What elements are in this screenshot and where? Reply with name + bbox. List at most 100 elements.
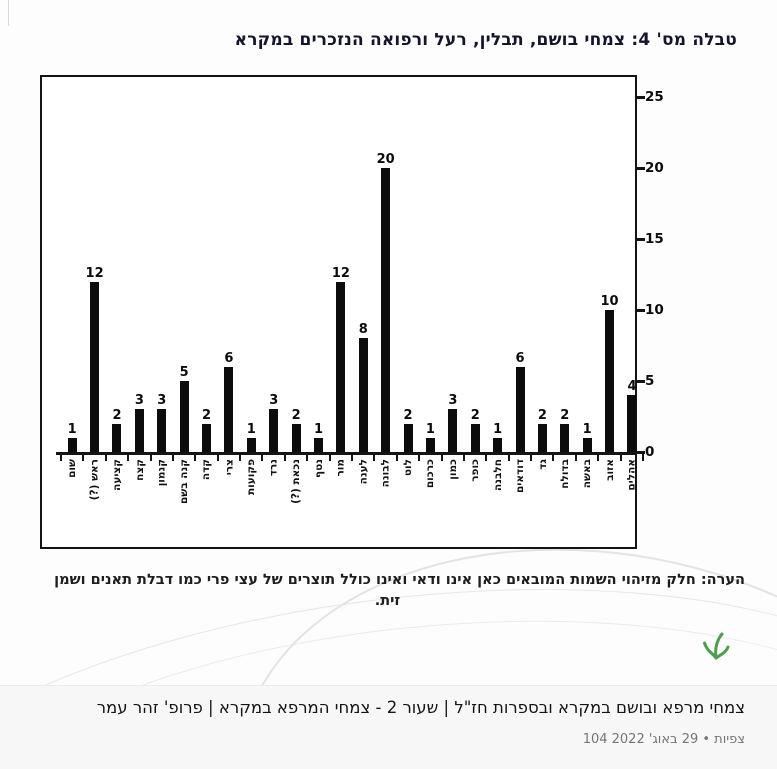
- bar: [157, 409, 167, 452]
- y-axis-tick-label: 15: [645, 231, 664, 247]
- x-axis-label-slot: חלבנה: [486, 457, 508, 547]
- bar-value-label: 2: [537, 408, 547, 423]
- x-axis-label: באשה: [581, 459, 594, 489]
- x-labels-row: שום ראש (?) קציעה קצח קנמון קנה בשם קדה צרי פקוע…: [61, 457, 643, 547]
- bar-slot: 2: [464, 409, 486, 452]
- bar-slot: 6: [509, 352, 531, 452]
- bar-slot: 3: [442, 394, 464, 452]
- chart-note-line2: זית.: [374, 593, 401, 609]
- x-axis-label: קנמון: [155, 459, 168, 487]
- x-axis-tick: [82, 454, 84, 461]
- bar-slot: 2: [285, 409, 307, 452]
- x-axis-label: לבונה: [379, 459, 392, 488]
- video-info-bar: צמחי מרפא ובושם במקרא ובספרות חז"ל | שעו…: [0, 685, 777, 769]
- bar: [515, 367, 525, 452]
- y-axis-tick: [637, 309, 645, 312]
- x-axis-tick: [396, 454, 398, 461]
- bar-value-label: 2: [202, 408, 212, 423]
- bar: [493, 438, 503, 452]
- bar-value-label: 2: [470, 408, 480, 423]
- video-views-date: 104 צפיות • 29 באוג' 2022: [582, 732, 745, 747]
- x-axis-tick: [441, 454, 443, 461]
- bar: [313, 438, 323, 452]
- x-axis-label-slot: ראש (?): [83, 457, 105, 547]
- x-axis-tick: [284, 454, 286, 461]
- x-axis-label-slot: קדה: [195, 457, 217, 547]
- x-axis-label-slot: לוט: [397, 457, 419, 547]
- x-axis-label-slot: קציעה: [106, 457, 128, 547]
- x-axis-label-slot: צרי: [218, 457, 240, 547]
- y-axis-tick-label: 0: [645, 444, 655, 460]
- bar-value-label: 2: [560, 408, 570, 423]
- bar-slot: 2: [195, 409, 217, 452]
- bar: [448, 409, 458, 452]
- bar: [202, 424, 212, 452]
- bar-slot: 20: [374, 153, 396, 452]
- x-axis-tick: [575, 454, 577, 461]
- x-axis-tick: [373, 454, 375, 461]
- bar: [470, 424, 480, 452]
- x-axis-tick: [552, 454, 554, 461]
- bar-value-label: 4: [627, 379, 637, 394]
- y-axis-tick: [637, 451, 645, 454]
- x-axis-tick: [329, 454, 331, 461]
- bar-slot: 1: [240, 423, 262, 452]
- x-axis-label: לענה: [357, 459, 370, 485]
- x-axis-label-slot: קנה בשם: [173, 457, 195, 547]
- bar-slot: 2: [554, 409, 576, 452]
- bar: [224, 367, 234, 452]
- slide-area: טבלה מס' 4: צמחי בושם, תבלין, רעל ורפואה…: [0, 0, 777, 685]
- bar-slot: 4: [621, 380, 643, 452]
- bar-slot: 6: [218, 352, 240, 452]
- x-axis-tick: [239, 454, 241, 461]
- bar-slot: 1: [61, 423, 83, 452]
- bar: [134, 409, 144, 452]
- bars-row: 1 12 2 3 3 5 2 6 1 3 2 1 12 8 20 2 1 3 2 1 6 2 2 1 10 4: [61, 92, 643, 452]
- bar-slot: 5: [173, 366, 195, 452]
- edge-artifact: [8, 0, 9, 26]
- y-axis-tick: [637, 238, 645, 241]
- x-axis-label-slot: פקועות: [240, 457, 262, 547]
- x-axis-label-slot: בדולח: [554, 457, 576, 547]
- bar: [336, 282, 346, 452]
- x-axis-tick: [217, 454, 219, 461]
- x-axis-label-slot: נכאת (?): [285, 457, 307, 547]
- x-axis-line: [56, 452, 635, 455]
- bar-value-label: 2: [112, 408, 122, 423]
- x-axis-label-slot: באשה: [576, 457, 598, 547]
- x-axis-tick: [530, 454, 532, 461]
- bar-slot: 3: [151, 394, 173, 452]
- y-axis-tick: [637, 380, 645, 383]
- x-axis-tick: [463, 454, 465, 461]
- bar-value-label: 12: [331, 266, 350, 281]
- bar: [291, 424, 301, 452]
- x-axis-label-slot: גד: [531, 457, 553, 547]
- bar-value-label: 20: [376, 152, 395, 167]
- bar-value-label: 2: [403, 408, 413, 423]
- x-axis-label-slot: אהלים: [621, 457, 643, 547]
- bar-slot: 12: [83, 267, 105, 452]
- chart-title: טבלה מס' 4: צמחי בושם, תבלין, רעל ורפואה…: [234, 30, 737, 50]
- bar: [67, 438, 77, 452]
- x-axis-label-slot: כמון: [442, 457, 464, 547]
- x-axis-label: כרכום: [424, 459, 437, 489]
- x-axis-tick: [418, 454, 420, 461]
- x-axis-tick: [642, 454, 644, 461]
- x-axis-label: קדה: [200, 459, 213, 481]
- bar: [537, 424, 547, 452]
- bar-slot: 8: [352, 323, 374, 452]
- x-axis-tick: [620, 454, 622, 461]
- x-axis-label-slot: מור: [330, 457, 352, 547]
- bar: [90, 282, 100, 452]
- bar-slot: 1: [307, 423, 329, 452]
- x-axis-tick: [150, 454, 152, 461]
- x-axis-label: דודאים: [514, 459, 527, 493]
- x-axis-label-slot: כופר: [464, 457, 486, 547]
- x-axis-label-slot: לבונה: [374, 457, 396, 547]
- x-axis-label-slot: נטף: [307, 457, 329, 547]
- x-axis-label: קנה בשם: [178, 459, 191, 505]
- bar-value-label: 10: [600, 294, 619, 309]
- bar: [381, 168, 391, 452]
- x-axis-label-slot: אזוב: [598, 457, 620, 547]
- bar-slot: 3: [128, 394, 150, 452]
